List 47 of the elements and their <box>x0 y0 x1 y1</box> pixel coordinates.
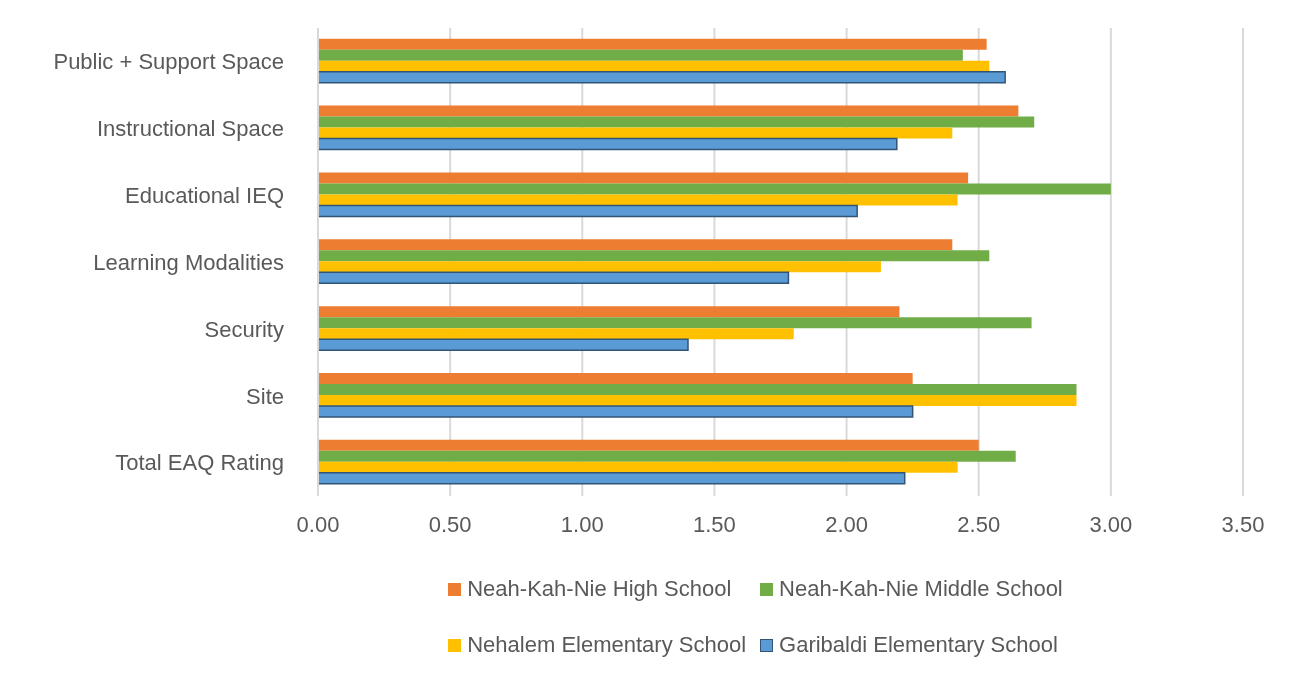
bar <box>318 172 969 184</box>
bar <box>318 271 790 285</box>
bar <box>318 137 898 151</box>
bar <box>318 439 979 451</box>
y-tick-label: Instructional Space <box>96 116 284 142</box>
bar <box>318 461 958 473</box>
bar <box>318 261 881 273</box>
y-tick-label: Site <box>246 383 284 409</box>
bar <box>318 239 953 251</box>
bar <box>318 338 689 351</box>
bar <box>318 38 987 50</box>
y-tick-label: Educational IEQ <box>125 182 284 208</box>
bar <box>318 49 963 61</box>
x-tick-label: 0.00 <box>296 511 340 537</box>
bar <box>318 450 1016 462</box>
legend-label: Neah-Kah-Nie Middle School <box>779 576 1063 602</box>
bar <box>318 60 990 72</box>
bar <box>318 194 958 206</box>
bar <box>318 70 1006 84</box>
bar <box>318 105 1019 117</box>
x-tick-label: 1.00 <box>560 511 604 537</box>
legend-label: Nehalem Elementary School <box>467 632 747 658</box>
x-tick-label: 3.00 <box>1089 511 1133 537</box>
bar <box>318 116 1035 128</box>
x-tick-label: 0.50 <box>428 511 472 537</box>
bar <box>318 127 953 139</box>
bar <box>318 183 1111 195</box>
x-tick-label: 2.00 <box>825 511 868 537</box>
y-tick-label: Security <box>204 316 284 342</box>
bar <box>318 328 794 340</box>
y-tick-label: Total EAQ Rating <box>115 450 284 476</box>
bar <box>318 472 906 485</box>
bar <box>318 306 900 318</box>
bar <box>318 383 1077 395</box>
legend-label: Neah-Kah-Nie High School <box>467 576 732 602</box>
legend-label: Garibaldi Elementary School <box>779 632 1058 658</box>
bar <box>318 372 913 384</box>
bar <box>318 204 858 218</box>
x-tick-label: 2.50 <box>957 511 1001 537</box>
bar <box>318 317 1032 329</box>
y-tick-label: Public + Support Space <box>53 49 284 75</box>
y-tick-label: Learning Modalities <box>93 249 284 275</box>
bar <box>318 405 914 418</box>
x-tick-label: 3.50 <box>1221 511 1265 537</box>
bar <box>318 250 990 262</box>
x-tick-label: 1.50 <box>693 511 736 537</box>
bar <box>318 394 1077 406</box>
